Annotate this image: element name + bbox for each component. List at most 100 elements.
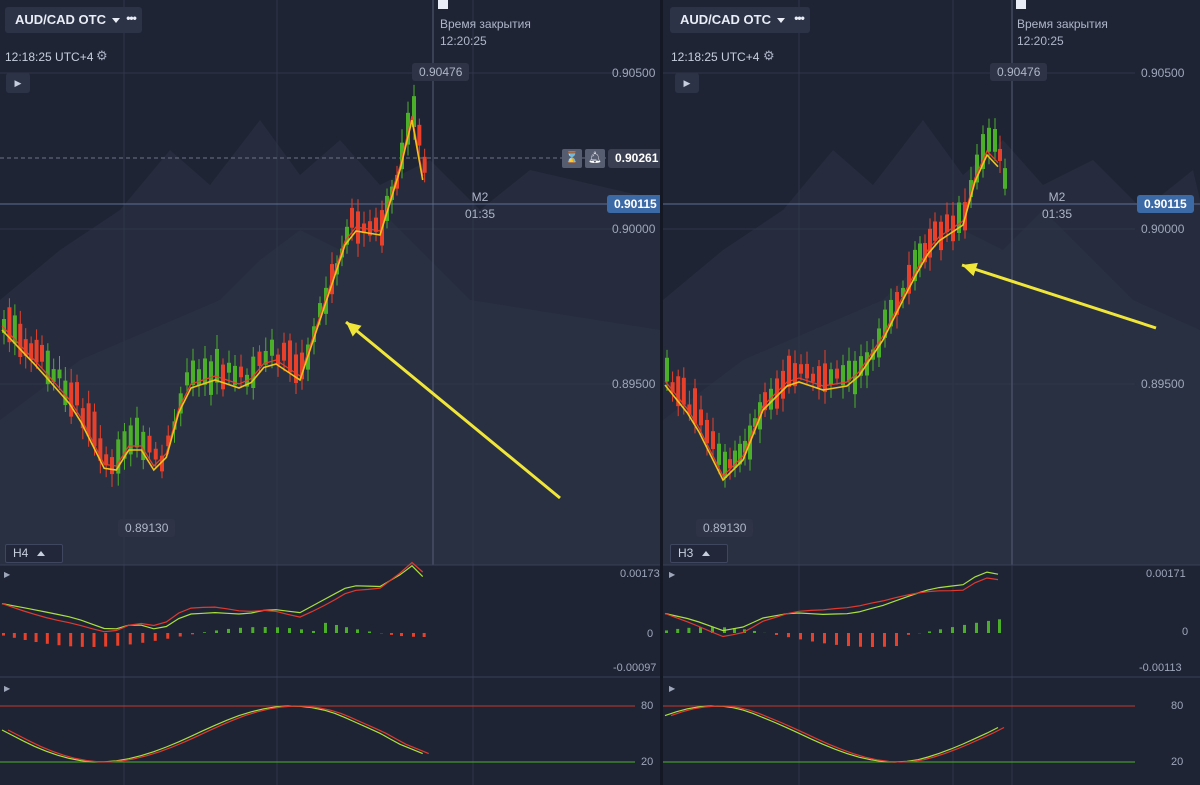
play-icon[interactable]: ▶ [669, 570, 676, 579]
axis-label: 0.89500 [1141, 377, 1185, 391]
expiry-time: 12:20:25 [440, 34, 487, 48]
macd-histogram-bar [300, 629, 303, 633]
expiry-label: Время закрытия [440, 17, 531, 31]
candle-body [80, 408, 85, 429]
macd-histogram-bar [178, 633, 182, 637]
current-price-label: 0.90115 [1137, 195, 1194, 213]
macd-histogram-bar [951, 627, 954, 633]
candle-body [723, 451, 727, 479]
macd-histogram-bar [345, 627, 348, 633]
candle-body [270, 339, 274, 356]
candle-body [294, 354, 298, 384]
asset-label: AUD/CAD OTC [680, 12, 771, 27]
stoch-d-line [670, 705, 1005, 763]
candle-body [775, 378, 779, 409]
stoch-20-label: 20 [641, 756, 654, 768]
candle-body [799, 364, 803, 374]
annotation-arrowhead [346, 322, 362, 337]
macd-histogram-bar [215, 630, 218, 633]
candle-body [57, 369, 62, 379]
macd-histogram-bar [2, 633, 5, 636]
candle-body [350, 207, 354, 228]
macd-histogram-bar [57, 633, 61, 646]
play-icon[interactable]: ▶ [6, 73, 30, 93]
flag-icon [438, 0, 448, 9]
candle-body [141, 431, 146, 461]
chevron-down-icon [112, 18, 120, 24]
trade-line-price[interactable]: 0.90261 [608, 149, 660, 168]
price-chart-right[interactable] [663, 0, 1200, 785]
candle-body [160, 455, 164, 472]
macd-histogram-bar [687, 627, 691, 633]
expiry-info: Время закрытия 12:20:25 [440, 16, 531, 50]
candle-body [769, 388, 773, 410]
play-icon[interactable]: ▶ [4, 570, 11, 579]
indicator-toggle[interactable]: H4 [5, 544, 63, 563]
expiry-label: Время закрытия [1017, 17, 1108, 31]
macd-histogram-bar [251, 627, 255, 633]
macd-histogram-bar [928, 631, 931, 633]
candle-body [221, 364, 225, 390]
low-price-label: 0.89130 [118, 519, 176, 537]
asset-selector[interactable]: AUD/CAD OTC [5, 7, 130, 33]
macd-histogram-bar [45, 633, 49, 644]
chart-panel-left[interactable]: AUD/CAD OTC ••• 12:18:25 UTC+4 ⚙ ▶ Время… [0, 0, 660, 785]
moving-average-line [664, 149, 999, 478]
macd-histogram-bar [288, 628, 291, 633]
bell-icon[interactable]: 🔔︎ [585, 149, 605, 168]
candle-body [945, 214, 949, 233]
candle-body [128, 425, 133, 455]
indicator-toggle[interactable]: H3 [670, 544, 728, 563]
candle-body [693, 388, 697, 424]
more-dots-icon[interactable]: ••• [788, 7, 810, 33]
macd-histogram-bar [128, 633, 132, 645]
macd-histogram-bar [191, 633, 194, 635]
candle-body [300, 352, 304, 380]
macd-histogram-bar [92, 633, 96, 647]
candle-body [406, 112, 410, 145]
candle-body [969, 180, 973, 198]
expiry-time: 12:20:25 [1017, 34, 1064, 48]
current-price-label: 0.90115 [607, 195, 660, 213]
candle-body [923, 243, 927, 263]
candle-body [40, 344, 44, 362]
moving-average-line [1, 115, 424, 467]
expiry-info: Время закрытия 12:20:25 [1017, 16, 1108, 50]
macd-histogram-bar [998, 619, 1001, 633]
candle-body [853, 360, 857, 395]
macd-histogram-bar [895, 633, 898, 647]
macd-max-label: 0.00173 [620, 568, 660, 580]
play-icon[interactable]: ▶ [4, 684, 11, 693]
chevron-up-icon [702, 551, 711, 557]
more-dots-icon[interactable]: ••• [120, 7, 142, 33]
candle-body [841, 365, 845, 386]
candle-body [215, 348, 219, 383]
chart-panel-right[interactable]: AUD/CAD OTC ••• 12:18:25 UTC+4 ⚙ ▶ Время… [663, 0, 1200, 785]
candle-body [197, 369, 201, 386]
candle-body [895, 292, 899, 315]
candle-body [417, 124, 422, 146]
candle-body [251, 356, 256, 389]
play-icon[interactable]: ▶ [675, 73, 699, 93]
gear-icon[interactable]: ⚙ [96, 48, 108, 63]
candle-body [2, 319, 6, 334]
hourglass-icon[interactable]: ⌛ [562, 149, 582, 168]
play-icon[interactable]: ▶ [669, 684, 676, 693]
low-price-label: 0.89130 [696, 519, 754, 537]
macd-histogram-bar [153, 633, 157, 641]
macd-histogram-bar [227, 628, 230, 633]
price-chart-left[interactable] [0, 0, 660, 785]
macd-line [664, 571, 999, 632]
candle-body [368, 221, 372, 236]
candle-body [318, 303, 322, 318]
macd-histogram-bar [975, 622, 978, 633]
gear-icon[interactable]: ⚙ [763, 48, 775, 63]
candle-body [829, 369, 833, 385]
macd-signal-line [664, 577, 999, 638]
countdown-label: 01:35 [464, 207, 496, 221]
timeframe-label: M2 [471, 190, 489, 204]
macd-histogram-bar [753, 630, 756, 633]
macd-histogram-bar [939, 629, 942, 633]
macd-histogram-bar [356, 629, 359, 633]
asset-selector[interactable]: AUD/CAD OTC [670, 7, 795, 33]
